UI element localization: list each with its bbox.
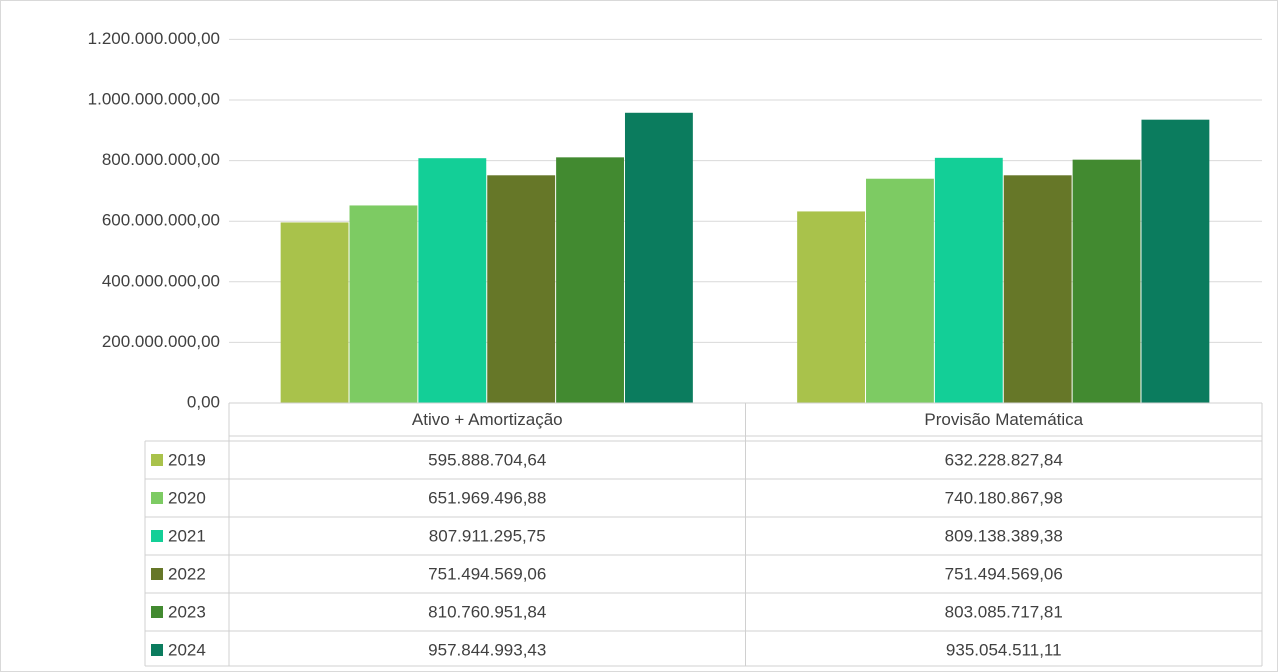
bar bbox=[280, 222, 349, 403]
legend-swatch bbox=[151, 492, 163, 504]
legend-label: 2019 bbox=[168, 450, 206, 469]
y-tick-label: 1.200.000.000,00 bbox=[88, 29, 220, 48]
table-value: 632.228.827,84 bbox=[945, 450, 1063, 469]
bar bbox=[1072, 159, 1141, 403]
legend-swatch bbox=[151, 530, 163, 542]
y-tick-label: 200.000.000,00 bbox=[102, 332, 220, 351]
bar bbox=[866, 178, 934, 403]
bar bbox=[797, 211, 866, 403]
bar bbox=[556, 157, 624, 403]
table-value: 651.969.496,88 bbox=[428, 488, 546, 507]
legend-label: 2021 bbox=[168, 526, 206, 545]
table-value: 935.054.511,11 bbox=[946, 640, 1062, 659]
table-value: 809.138.389,38 bbox=[945, 526, 1063, 545]
y-tick-label: 600.000.000,00 bbox=[102, 211, 220, 230]
y-tick-label: 0,00 bbox=[187, 392, 220, 411]
table-value: 957.844.993,43 bbox=[428, 640, 546, 659]
table-value: 595.888.704,64 bbox=[428, 450, 546, 469]
category-label: Ativo + Amortização bbox=[412, 410, 563, 429]
legend-label: 2020 bbox=[168, 488, 206, 507]
legend-label: 2024 bbox=[168, 640, 206, 659]
legend-label: 2023 bbox=[168, 602, 206, 621]
table-value: 810.760.951,84 bbox=[428, 602, 546, 621]
legend-swatch bbox=[151, 644, 163, 656]
bar bbox=[934, 157, 1003, 403]
legend-swatch bbox=[151, 606, 163, 618]
bar bbox=[624, 112, 693, 404]
table-value: 751.494.569,06 bbox=[428, 564, 546, 583]
table-value: 740.180.867,98 bbox=[945, 488, 1063, 507]
y-tick-label: 400.000.000,00 bbox=[102, 271, 220, 290]
bar bbox=[418, 158, 487, 403]
legend-label: 2022 bbox=[168, 564, 206, 583]
bar bbox=[1141, 119, 1210, 404]
legend-swatch bbox=[151, 568, 163, 580]
legend-swatch bbox=[151, 454, 163, 466]
bar bbox=[1003, 175, 1072, 403]
y-tick-label: 800.000.000,00 bbox=[102, 150, 220, 169]
bar bbox=[487, 175, 556, 403]
bar bbox=[349, 205, 418, 403]
y-tick-label: 1.000.000.000,00 bbox=[88, 89, 220, 108]
table-value: 803.085.717,81 bbox=[945, 602, 1063, 621]
category-label: Provisão Matemática bbox=[924, 410, 1083, 429]
table-value: 807.911.295,75 bbox=[429, 526, 546, 545]
table-value: 751.494.569,06 bbox=[945, 564, 1063, 583]
